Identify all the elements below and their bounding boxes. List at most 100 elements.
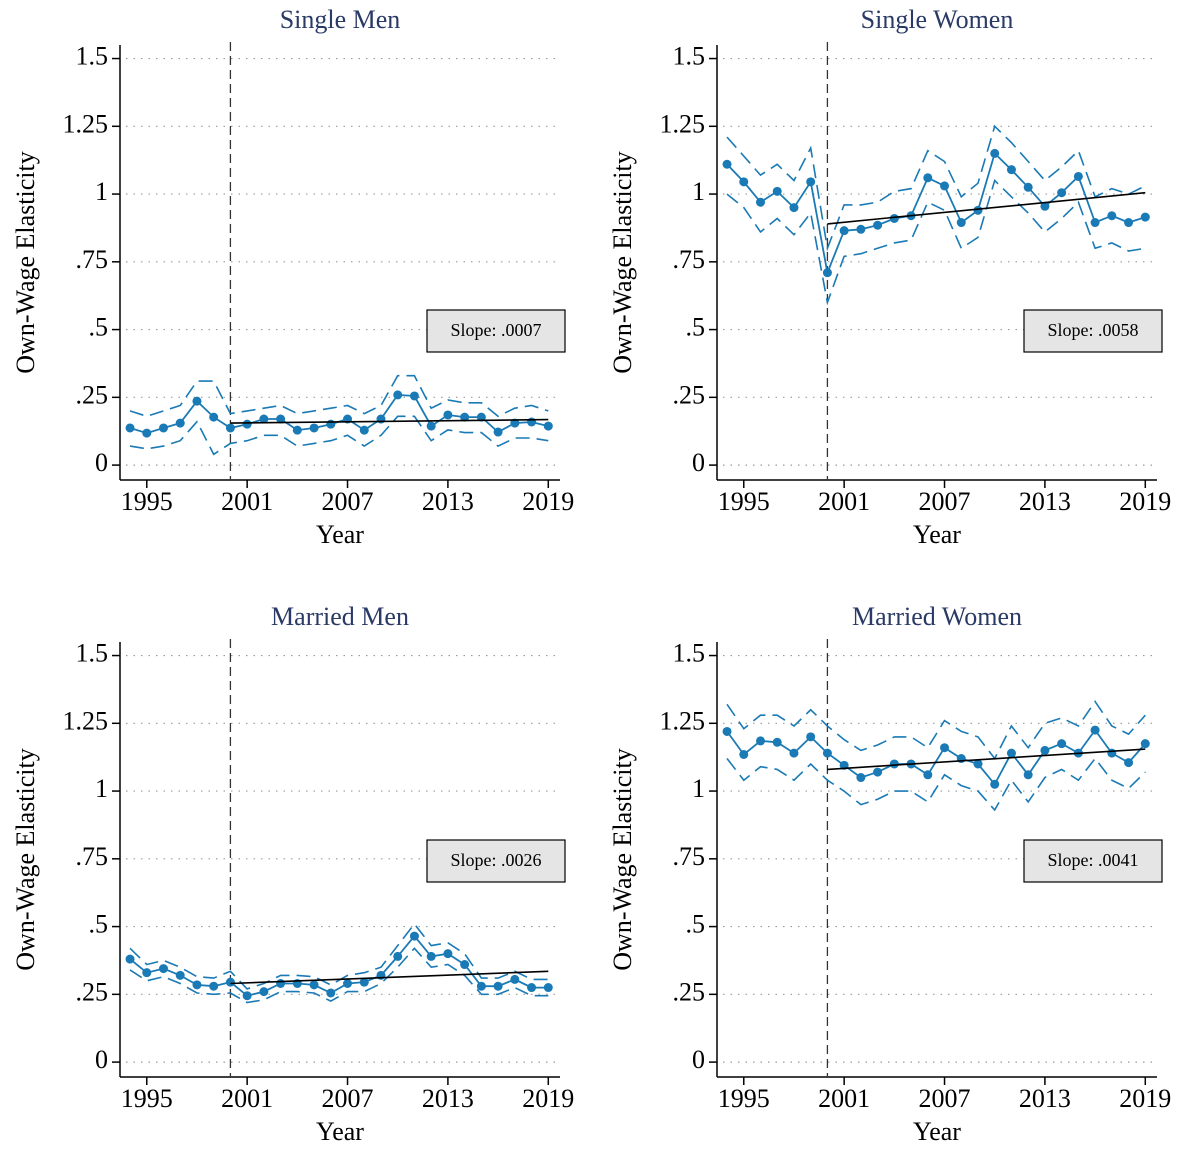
x-tick-label: 1995 [718, 487, 770, 516]
estimate-marker [175, 418, 185, 428]
y-tick-label: .75 [76, 245, 109, 274]
y-tick-label: 1.5 [76, 42, 109, 71]
estimate-marker [292, 425, 302, 435]
y-tick-label: 1 [95, 177, 108, 206]
estimate-marker [1023, 182, 1033, 192]
estimate-marker [1140, 739, 1150, 749]
estimate-marker [510, 418, 520, 428]
estimate-marker [209, 412, 219, 422]
estimate-marker [309, 423, 319, 433]
estimate-marker [125, 954, 135, 964]
panel: Single Women 0 .25 .5 .75 1 1.25 1.5 1995 2001 200… [608, 5, 1171, 549]
estimate-marker [772, 737, 782, 747]
estimate-marker [739, 749, 749, 759]
y-tick-label: 1.5 [673, 639, 706, 668]
estimate-marker [242, 419, 252, 429]
estimate-marker [755, 736, 765, 746]
annotation: Slope: .0026 [450, 850, 541, 870]
annotation-box [426, 309, 566, 353]
panel-title: Single Men [280, 5, 401, 34]
x-tick-label: 1995 [121, 1084, 173, 1113]
estimate-marker [426, 421, 436, 431]
estimate-marker [755, 197, 765, 207]
estimate-marker [543, 421, 553, 431]
estimate-marker [772, 186, 782, 196]
estimate-marker [259, 414, 269, 424]
panel: Married Women 0 .25 .5 .75 1 1.25 1.5 1995 2001 20… [608, 602, 1171, 1146]
estimate-marker [1124, 758, 1134, 768]
y-tick-label: 1 [95, 774, 108, 803]
y-tick-label: 0 [692, 448, 705, 477]
x-tick-label: 2001 [818, 1084, 870, 1113]
x-tick-label: 2007 [322, 1084, 374, 1113]
x-tick-label: 2001 [221, 487, 273, 516]
estimate-marker [476, 412, 486, 422]
estimate-marker [142, 968, 152, 978]
x-tick-label: 2013 [1019, 1084, 1071, 1113]
y-tick-label: .25 [673, 977, 706, 1006]
estimate-marker [527, 417, 537, 427]
estimate-marker [873, 767, 883, 777]
estimate-marker [1040, 201, 1050, 211]
y-tick-label: 1.25 [63, 109, 109, 138]
estimate-marker [409, 391, 419, 401]
estimate-marker [873, 220, 883, 230]
x-tick-label: 2013 [422, 1084, 474, 1113]
y-axis-label: Own-Wage Elasticity [608, 151, 637, 373]
estimate-marker [822, 748, 832, 758]
x-tick-label: 2013 [1019, 487, 1071, 516]
x-axis-label: Year [913, 1117, 961, 1146]
y-tick-label: 1 [692, 177, 705, 206]
estimate-marker [889, 213, 899, 223]
estimate-marker [923, 770, 933, 780]
y-tick-label: 1 [692, 774, 705, 803]
estimate-marker [1040, 745, 1050, 755]
annotation-box [426, 839, 566, 883]
estimate-marker [158, 964, 168, 974]
estimate-marker [1124, 218, 1134, 228]
y-tick-label: 0 [95, 448, 108, 477]
ci-lower-line [129, 947, 549, 1004]
estimate-marker [1006, 748, 1016, 758]
estimate-marker [192, 396, 202, 406]
y-axis-label: Own-Wage Elasticity [11, 748, 40, 970]
estimate-marker [242, 991, 252, 1001]
ci-upper-line [726, 700, 1146, 760]
panel-title: Married Women [852, 602, 1022, 631]
estimate-marker [1140, 212, 1150, 222]
y-tick-label: 1.5 [673, 42, 706, 71]
estimate-line [726, 728, 1146, 786]
trend-line [230, 970, 549, 985]
estimate-marker [1107, 748, 1117, 758]
estimate-marker [460, 412, 470, 422]
estimate-marker [973, 205, 983, 215]
panel-title: Married Men [271, 602, 409, 631]
estimate-marker [158, 423, 168, 433]
estimate-marker [1090, 218, 1100, 228]
estimate-marker [493, 981, 503, 991]
estimate-marker [789, 203, 799, 213]
estimate-marker [276, 978, 286, 988]
estimate-marker [259, 987, 269, 997]
ci-lower-line [726, 178, 1146, 306]
estimate-marker [1107, 211, 1117, 221]
estimate-marker [209, 981, 219, 991]
estimate-marker [393, 951, 403, 961]
trend-line [827, 748, 1146, 771]
y-tick-label: 0 [692, 1045, 705, 1074]
x-tick-label: 2019 [522, 1084, 574, 1113]
estimate-marker [326, 988, 336, 998]
estimate-marker [940, 181, 950, 191]
x-tick-label: 2007 [919, 1084, 971, 1113]
y-tick-label: .5 [686, 313, 706, 342]
ci-upper-line [726, 124, 1146, 252]
panel: Single Men 0 .25 .5 .75 1 1.25 1.5 1995 2001 2007 2… [11, 5, 574, 549]
estimate-marker [1057, 739, 1067, 749]
panel-title: Single Women [861, 5, 1014, 34]
x-tick-label: 2007 [322, 487, 374, 516]
estimate-marker [1057, 188, 1067, 198]
estimate-marker [822, 268, 832, 278]
estimate-marker [923, 173, 933, 183]
y-tick-label: .75 [673, 842, 706, 871]
